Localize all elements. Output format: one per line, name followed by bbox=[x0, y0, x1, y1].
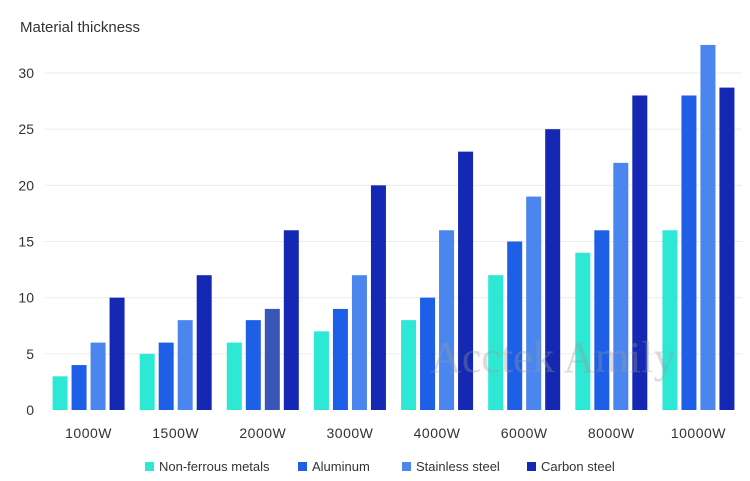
x-tick-label: 10000W bbox=[671, 425, 726, 441]
legend-item: Non-ferrous metals bbox=[145, 459, 270, 474]
bar-6000w-aluminum bbox=[507, 241, 523, 410]
bar-3000w-stainless-steel bbox=[351, 275, 367, 410]
bar-4000w-carbon-steel bbox=[458, 151, 474, 410]
bar-2000w-non-ferrous-metals bbox=[226, 342, 242, 410]
legend-swatch bbox=[402, 462, 411, 471]
bar-8000w-stainless-steel bbox=[613, 162, 629, 410]
bar-10000w-carbon-steel bbox=[719, 87, 735, 410]
bar-1500w-non-ferrous-metals bbox=[139, 353, 155, 410]
x-tick-label: 1500W bbox=[152, 425, 199, 441]
bar-8000w-non-ferrous-metals bbox=[575, 252, 591, 410]
bar-4000w-non-ferrous-metals bbox=[401, 320, 417, 410]
bar-1000w-non-ferrous-metals bbox=[52, 376, 68, 410]
bar-8000w-carbon-steel bbox=[632, 95, 648, 410]
legend-label: Aluminum bbox=[312, 459, 370, 474]
legend-swatch bbox=[298, 462, 307, 471]
bar-1000w-aluminum bbox=[71, 365, 87, 410]
bars bbox=[52, 44, 735, 411]
y-tick-label: 15 bbox=[18, 234, 34, 250]
bar-10000w-aluminum bbox=[681, 95, 697, 410]
x-tick-label: 1000W bbox=[65, 425, 112, 441]
bar-2000w-aluminum bbox=[245, 320, 261, 410]
y-tick-label: 25 bbox=[18, 121, 34, 137]
legend-item: Carbon steel bbox=[527, 459, 615, 474]
watermark-text: Acctek Amily bbox=[430, 333, 676, 382]
legend-swatch bbox=[145, 462, 154, 471]
x-tick-label: 8000W bbox=[588, 425, 635, 441]
legend-swatch bbox=[527, 462, 536, 471]
x-tick-label: 2000W bbox=[239, 425, 286, 441]
x-tick-label: 6000W bbox=[501, 425, 548, 441]
bar-6000w-non-ferrous-metals bbox=[488, 275, 504, 410]
chart-title: Material thickness bbox=[20, 19, 140, 36]
bar-1000w-carbon-steel bbox=[109, 297, 125, 410]
bar-6000w-stainless-steel bbox=[526, 196, 542, 410]
legend-label: Carbon steel bbox=[541, 459, 615, 474]
legend: Non-ferrous metals Aluminum Stainless stee… bbox=[145, 459, 615, 474]
bar-1500w-aluminum bbox=[158, 342, 174, 410]
y-tick-label: 20 bbox=[18, 177, 34, 193]
y-tick-label: 30 bbox=[18, 65, 34, 81]
bar-3000w-non-ferrous-metals bbox=[313, 331, 329, 410]
legend-item: Aluminum bbox=[298, 459, 370, 474]
bar-2000w-stainless-steel bbox=[264, 308, 280, 410]
bar-6000w-carbon-steel bbox=[545, 129, 561, 410]
bar-10000w-non-ferrous-metals bbox=[662, 230, 678, 410]
legend-item: Stainless steel bbox=[402, 459, 500, 474]
x-tick-label: 4000W bbox=[414, 425, 461, 441]
bar-4000w-aluminum bbox=[420, 297, 436, 410]
bar-1000w-stainless-steel bbox=[90, 342, 106, 410]
bar-3000w-aluminum bbox=[332, 308, 348, 410]
legend-label: Non-ferrous metals bbox=[159, 459, 270, 474]
y-axis-ticks: 0 5 10 15 20 25 30 bbox=[18, 65, 34, 418]
y-tick-label: 5 bbox=[26, 346, 34, 362]
bar-10000w-stainless-steel bbox=[700, 44, 716, 411]
y-tick-label: 0 bbox=[26, 402, 34, 418]
bar-8000w-aluminum bbox=[594, 230, 610, 410]
x-axis-ticks: 1000W 1500W 2000W 3000W 4000W 6000W 8000W 10000… bbox=[65, 425, 726, 441]
x-tick-label: 3000W bbox=[327, 425, 374, 441]
y-tick-label: 10 bbox=[18, 290, 34, 306]
legend-label: Stainless steel bbox=[416, 459, 500, 474]
bar-4000w-stainless-steel bbox=[439, 230, 455, 410]
bar-3000w-carbon-steel bbox=[370, 185, 386, 410]
bar-1500w-carbon-steel bbox=[196, 275, 212, 410]
bar-1500w-stainless-steel bbox=[177, 320, 193, 410]
bar-2000w-carbon-steel bbox=[283, 230, 299, 410]
